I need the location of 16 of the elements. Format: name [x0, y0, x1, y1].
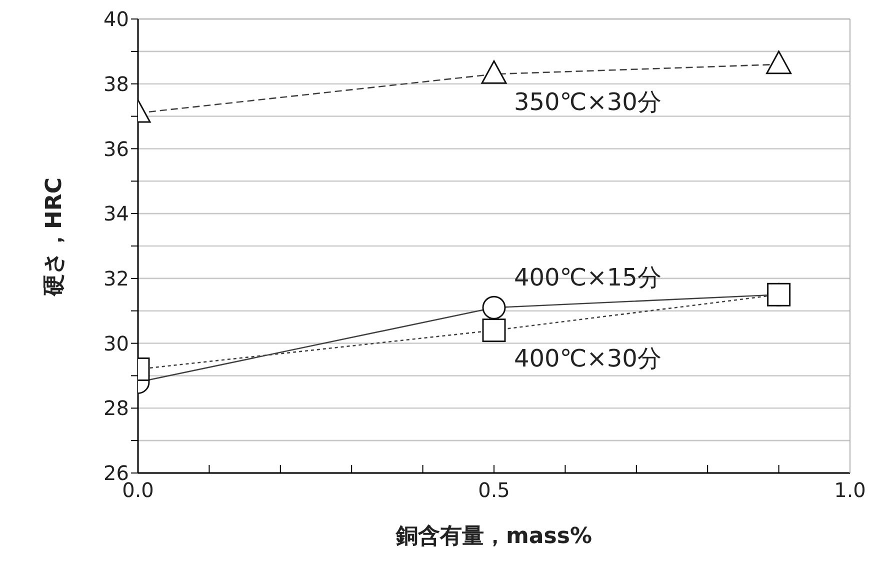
- x-tick-label: 1.0: [834, 478, 866, 502]
- y-tick-label: 28: [104, 396, 129, 420]
- series-label: 350℃×30分: [514, 88, 662, 116]
- y-tick-label: 30: [104, 331, 129, 356]
- series-label: 400℃×30分: [514, 344, 662, 372]
- point: [767, 282, 791, 306]
- x-tick-label: 0.5: [478, 478, 510, 502]
- y-tick-label: 32: [104, 266, 129, 291]
- y-axis-title: 硬さ，HRC: [42, 178, 67, 297]
- y-tick-label: 38: [104, 72, 129, 96]
- y-tick-label: 40: [104, 7, 129, 32]
- y-tick-label: 36: [104, 136, 129, 161]
- y-tick-label: 34: [104, 202, 129, 226]
- x-axis-title: 銅含有量，mass%: [394, 524, 592, 549]
- point: [766, 50, 792, 74]
- series-label: 400℃×15分: [514, 264, 662, 292]
